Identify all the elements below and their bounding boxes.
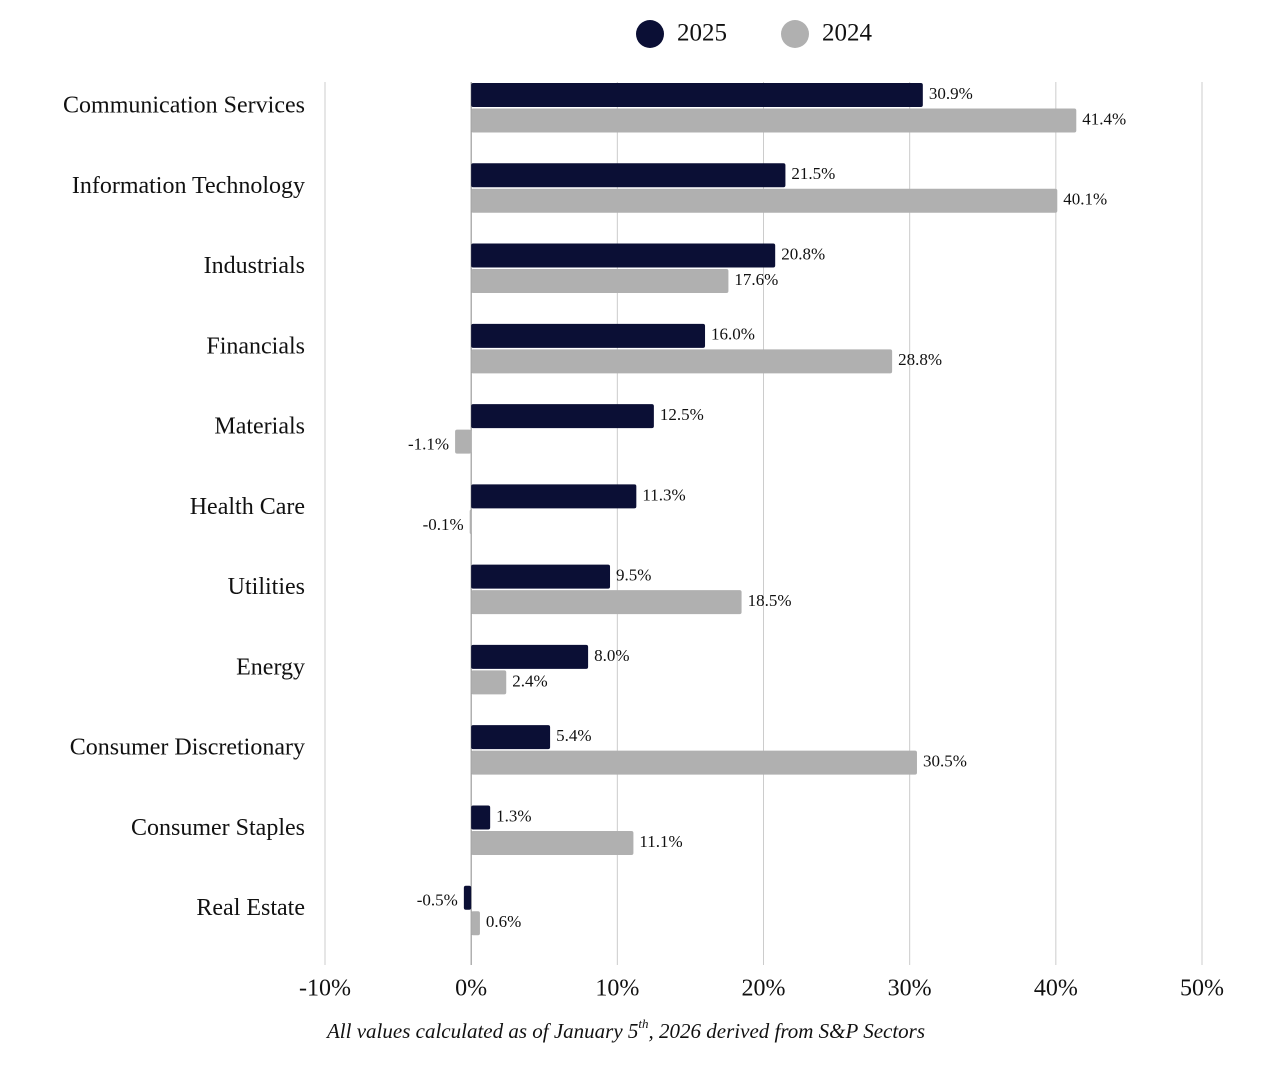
legend-label: 2025: [677, 20, 727, 47]
value-label: 12.5%: [660, 405, 704, 424]
value-label: 41.4%: [1082, 109, 1126, 128]
value-label: 0.6%: [486, 912, 521, 931]
x-tick-label: 0%: [455, 976, 487, 1002]
y-tick-label: Information Technology: [72, 173, 305, 199]
x-tick-label: 20%: [742, 976, 786, 1002]
y-tick-label: Consumer Discretionary: [70, 735, 305, 761]
bar: [471, 243, 776, 268]
bar: [471, 108, 1077, 133]
y-tick-label: Health Care: [190, 494, 305, 520]
value-label: 11.3%: [642, 485, 685, 504]
legend-marker: [636, 20, 664, 48]
bar: [471, 163, 786, 188]
value-label: 11.1%: [639, 832, 682, 851]
x-tick-label: 30%: [888, 976, 932, 1002]
footnote: All values calculated as of January 5th,…: [325, 1016, 925, 1043]
value-label: 1.3%: [496, 806, 531, 825]
bar: [471, 323, 706, 348]
value-label: 2.4%: [512, 671, 547, 690]
value-label: -0.1%: [423, 515, 464, 534]
footnote-text: All values calculated as of January 5: [325, 1019, 638, 1043]
value-label: 28.8%: [898, 350, 942, 369]
bar: [471, 590, 742, 615]
value-label: 21.5%: [791, 164, 835, 183]
bar: [471, 83, 923, 107]
y-tick-label: Materials: [214, 414, 305, 440]
value-label: 9.5%: [616, 566, 651, 585]
bar: [471, 830, 634, 855]
bar: [463, 885, 472, 910]
bar: [471, 911, 480, 936]
bar: [471, 404, 654, 429]
value-label: -1.1%: [408, 434, 449, 453]
bar: [471, 269, 729, 294]
value-label: 30.9%: [929, 84, 973, 103]
legend-label: 2024: [822, 20, 873, 47]
y-tick-label: Industrials: [204, 253, 305, 279]
x-tick-label: 40%: [1034, 976, 1078, 1002]
value-label: 17.6%: [734, 270, 778, 289]
x-tick-label: -10%: [299, 976, 351, 1002]
bar: [471, 349, 893, 374]
bar: [471, 644, 589, 669]
x-tick-label: 10%: [595, 976, 639, 1002]
value-label: 18.5%: [748, 591, 792, 610]
value-label: -0.5%: [417, 891, 458, 910]
footnote-superscript: th: [638, 1016, 648, 1031]
bar: [469, 509, 472, 534]
value-label: 8.0%: [594, 646, 629, 665]
y-tick-label: Real Estate: [196, 895, 305, 921]
bar: [471, 564, 611, 589]
legend-marker: [781, 20, 809, 48]
value-label: 40.1%: [1063, 190, 1107, 209]
y-tick-label: Consumer Staples: [131, 815, 305, 841]
footnote-text: , 2026 derived from S&P Sectors: [649, 1019, 925, 1043]
value-label: 5.4%: [556, 726, 591, 745]
bar: [471, 188, 1058, 213]
bar: [471, 805, 491, 830]
bar: [455, 429, 472, 454]
bar: [471, 484, 637, 509]
value-label: 16.0%: [711, 325, 755, 344]
y-tick-label: Financials: [206, 333, 305, 359]
x-tick-label: 50%: [1180, 976, 1224, 1002]
y-tick-label: Communication Services: [63, 93, 305, 119]
bar: [471, 725, 551, 750]
value-label: 20.8%: [781, 244, 825, 263]
y-tick-label: Energy: [236, 654, 305, 680]
bar: [471, 750, 917, 775]
value-label: 30.5%: [923, 752, 967, 771]
y-tick-label: Utilities: [228, 574, 305, 600]
bar: [471, 670, 507, 695]
